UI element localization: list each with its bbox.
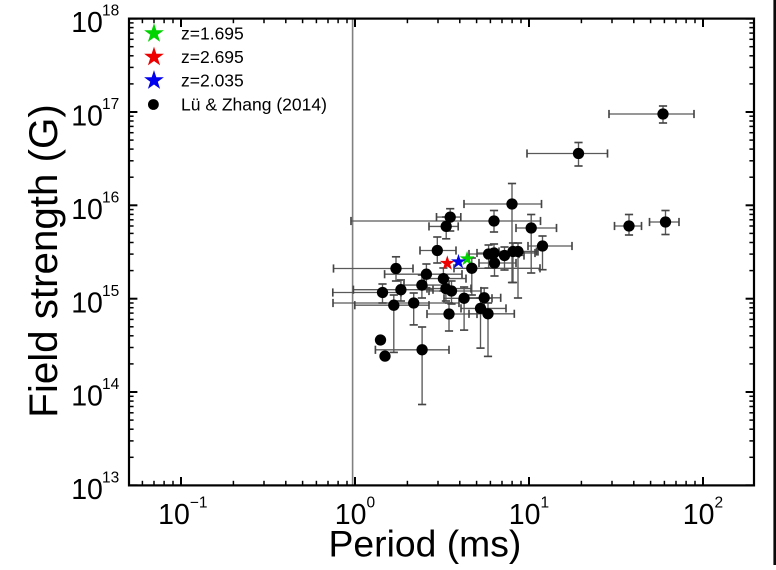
svg-text:1: 1 bbox=[541, 495, 550, 512]
svg-text:z=2.035: z=2.035 bbox=[181, 71, 244, 91]
svg-text:16: 16 bbox=[102, 189, 119, 206]
svg-text:10: 10 bbox=[71, 194, 103, 226]
svg-text:10: 10 bbox=[71, 287, 103, 319]
svg-text:10: 10 bbox=[335, 499, 367, 531]
svg-text:Lü & Zhang (2014): Lü & Zhang (2014) bbox=[181, 95, 327, 115]
svg-text:z=2.695: z=2.695 bbox=[181, 47, 244, 67]
svg-text:10: 10 bbox=[158, 499, 190, 531]
svg-text:14: 14 bbox=[102, 376, 120, 393]
svg-text:10: 10 bbox=[509, 499, 541, 531]
svg-text:z=1.695: z=1.695 bbox=[181, 24, 244, 44]
svg-text:Field strength (G): Field strength (G) bbox=[21, 104, 66, 418]
svg-text:Period (ms): Period (ms) bbox=[329, 522, 522, 564]
svg-text:10: 10 bbox=[71, 101, 103, 133]
svg-text:10: 10 bbox=[71, 474, 103, 506]
svg-text:13: 13 bbox=[102, 470, 119, 487]
svg-text:10: 10 bbox=[71, 381, 103, 413]
svg-text:18: 18 bbox=[102, 3, 119, 20]
svg-text:10: 10 bbox=[71, 7, 103, 39]
svg-text:17: 17 bbox=[102, 96, 119, 113]
svg-text:−1: −1 bbox=[190, 495, 208, 512]
svg-text:15: 15 bbox=[102, 283, 119, 300]
svg-text:2: 2 bbox=[715, 495, 724, 512]
svg-text:10: 10 bbox=[683, 499, 715, 531]
svg-text:0: 0 bbox=[367, 495, 376, 512]
